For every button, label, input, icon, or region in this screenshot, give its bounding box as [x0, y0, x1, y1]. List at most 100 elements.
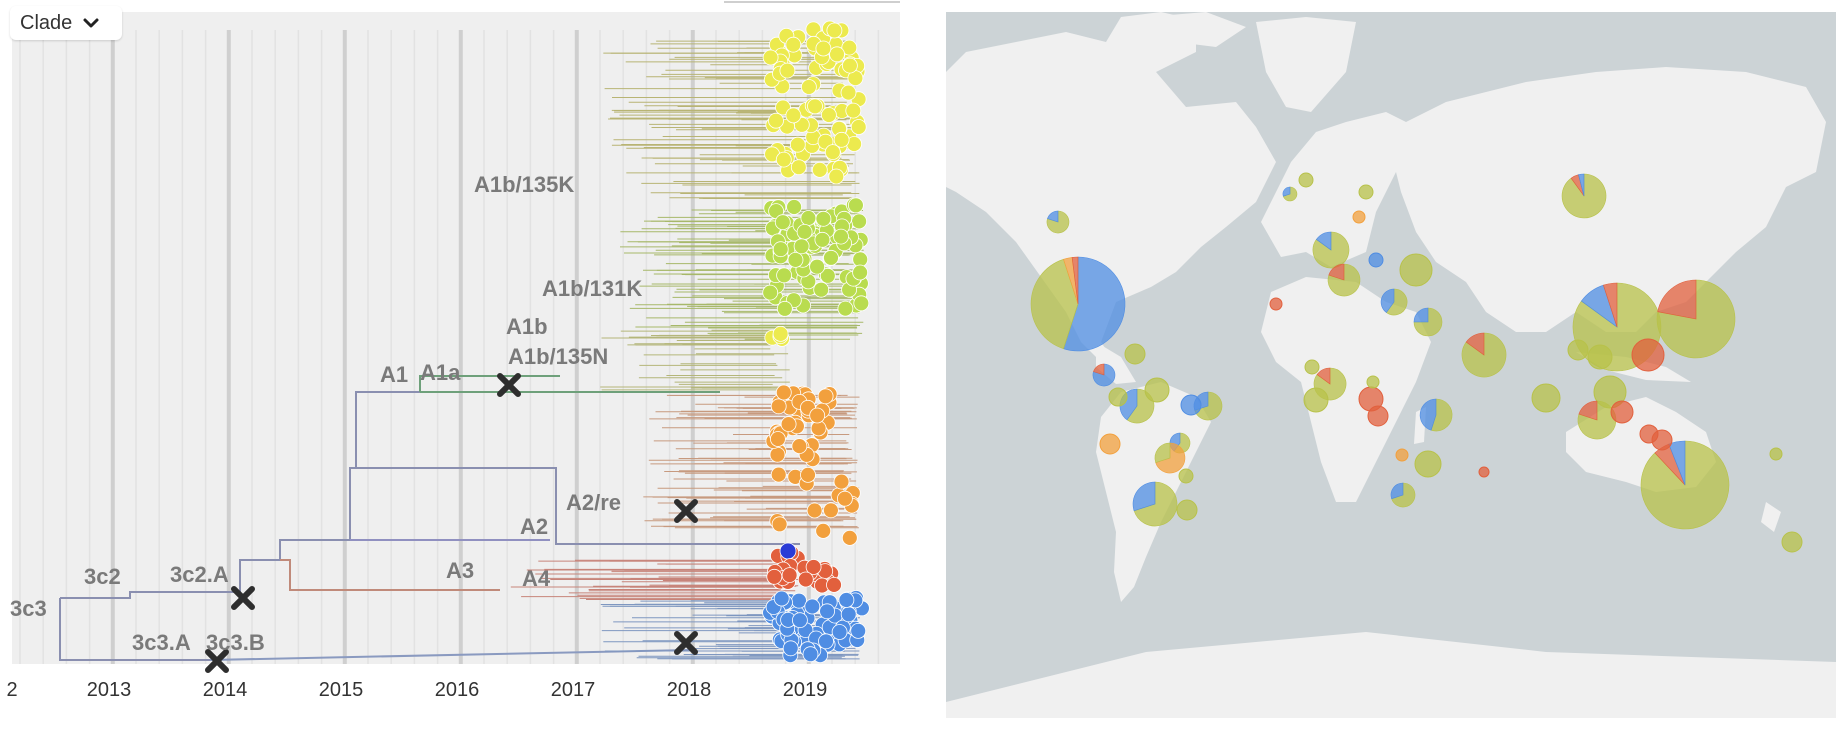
- tree-tip[interactable]: [809, 258, 825, 275]
- pie-slice[interactable]: [1419, 398, 1437, 431]
- tree-tip[interactable]: [852, 264, 868, 281]
- location-pie[interactable]: [1478, 466, 1490, 478]
- tree-tip[interactable]: [815, 210, 832, 227]
- tree-tip[interactable]: [823, 249, 839, 266]
- color-by-dropdown[interactable]: Clade: [10, 6, 122, 40]
- tree-tip[interactable]: [823, 502, 839, 519]
- location-pie[interactable]: [1631, 338, 1665, 372]
- pie-slice[interactable]: [1046, 210, 1070, 234]
- pie-slice[interactable]: [1413, 307, 1429, 323]
- tree-tip[interactable]: [840, 606, 857, 623]
- tree-branch[interactable]: [419, 375, 560, 392]
- tree-tip[interactable]: [776, 267, 792, 284]
- location-pie[interactable]: [1531, 383, 1561, 413]
- pie-slice[interactable]: [1587, 344, 1613, 370]
- tree-tip[interactable]: [789, 136, 806, 153]
- pie-slice[interactable]: [1358, 184, 1374, 200]
- pie-slice[interactable]: [1124, 343, 1146, 365]
- tree-tip[interactable]: [842, 57, 858, 74]
- tree-tip[interactable]: [806, 502, 823, 519]
- tree-tip[interactable]: [772, 325, 789, 342]
- pie-slice[interactable]: [1298, 172, 1314, 188]
- pie-slice[interactable]: [1385, 288, 1408, 316]
- tree-tip[interactable]: [809, 407, 826, 424]
- pie-slice[interactable]: [1352, 210, 1366, 224]
- location-pie[interactable]: [1567, 339, 1589, 361]
- location-pie[interactable]: [1368, 252, 1384, 268]
- location-pie[interactable]: [1303, 387, 1329, 413]
- pie-slice[interactable]: [1154, 442, 1171, 463]
- pie-slice[interactable]: [1316, 367, 1331, 385]
- pie-slice[interactable]: [1063, 256, 1126, 352]
- tree-tip[interactable]: [796, 223, 813, 240]
- tree-tip[interactable]: [850, 623, 867, 639]
- tree-tip[interactable]: [837, 300, 854, 317]
- pie-slice[interactable]: [1395, 448, 1409, 462]
- pie-slice[interactable]: [1328, 263, 1345, 281]
- location-pie[interactable]: [1640, 440, 1730, 530]
- tree-tip[interactable]: [779, 62, 796, 79]
- pie-slice[interactable]: [1304, 359, 1320, 375]
- location-pie[interactable]: [1178, 468, 1194, 484]
- pie-slice[interactable]: [1610, 400, 1634, 424]
- tree-tip[interactable]: [837, 490, 853, 507]
- tree-tip[interactable]: [807, 98, 823, 115]
- location-pie[interactable]: [1367, 405, 1389, 427]
- tree-tip[interactable]: [797, 571, 814, 588]
- tree-tip[interactable]: [804, 598, 821, 615]
- tree-tip[interactable]: [811, 161, 828, 178]
- location-pie[interactable]: [1180, 394, 1202, 416]
- tree-tip[interactable]: [772, 241, 789, 258]
- tree-tip[interactable]: [850, 119, 867, 135]
- location-pie[interactable]: [1656, 279, 1736, 359]
- pie-slice[interactable]: [1578, 400, 1598, 421]
- tree-branch[interactable]: [350, 467, 800, 545]
- tree-tip[interactable]: [771, 516, 788, 533]
- tree-tip[interactable]: [790, 159, 807, 176]
- location-pie[interactable]: [1587, 344, 1613, 370]
- tree-tip[interactable]: [851, 213, 867, 230]
- tree-tip[interactable]: [821, 107, 837, 123]
- pie-slice[interactable]: [1769, 447, 1783, 461]
- location-pie[interactable]: [1099, 433, 1121, 455]
- tree-tip[interactable]: [815, 523, 832, 539]
- pie-slice[interactable]: [1368, 252, 1384, 268]
- tree-tip[interactable]: [779, 542, 797, 560]
- pie-slice[interactable]: [1303, 387, 1329, 413]
- tree-tip[interactable]: [793, 238, 810, 255]
- tree-tip[interactable]: [776, 300, 793, 317]
- pie-slice[interactable]: [1194, 391, 1223, 421]
- location-pie[interactable]: [1380, 288, 1408, 316]
- pie-slice[interactable]: [1093, 363, 1105, 376]
- tree-tip[interactable]: [841, 530, 858, 546]
- location-pie[interactable]: [1561, 173, 1607, 219]
- location-pie[interactable]: [1352, 210, 1366, 224]
- location-pie[interactable]: [1298, 172, 1314, 188]
- tree-branch[interactable]: [59, 598, 210, 661]
- pie-slice[interactable]: [1366, 375, 1380, 389]
- pie-slice[interactable]: [1567, 339, 1589, 361]
- tree-tip[interactable]: [833, 228, 849, 245]
- pie-slice[interactable]: [1391, 482, 1416, 508]
- phylogeny-tree-panel[interactable]: 3c3 3c2 3c2.A 3c3.A 3c3.B A1 A1a A1b A1b…: [0, 0, 910, 730]
- location-pie[interactable]: [1610, 400, 1634, 424]
- tree-tip[interactable]: [805, 559, 822, 575]
- location-pie[interactable]: [1577, 400, 1617, 440]
- location-pie[interactable]: [1304, 359, 1320, 375]
- location-pie[interactable]: [1269, 297, 1283, 311]
- tree-tip[interactable]: [762, 49, 779, 66]
- tree-tip[interactable]: [773, 590, 790, 607]
- tree-tip[interactable]: [792, 612, 808, 629]
- pie-slice[interactable]: [1178, 468, 1194, 484]
- location-pie[interactable]: [1132, 481, 1178, 527]
- tree-tip[interactable]: [800, 466, 816, 483]
- pie-slice[interactable]: [1399, 253, 1433, 287]
- location-pie[interactable]: [1390, 482, 1416, 508]
- tree-tip[interactable]: [791, 438, 808, 455]
- pie-slice[interactable]: [1414, 450, 1442, 478]
- location-pie[interactable]: [1781, 531, 1803, 553]
- location-pie[interactable]: [1154, 442, 1186, 474]
- tree-tip[interactable]: [781, 567, 798, 583]
- pie-slice[interactable]: [1047, 210, 1059, 223]
- tree-tip[interactable]: [819, 267, 836, 284]
